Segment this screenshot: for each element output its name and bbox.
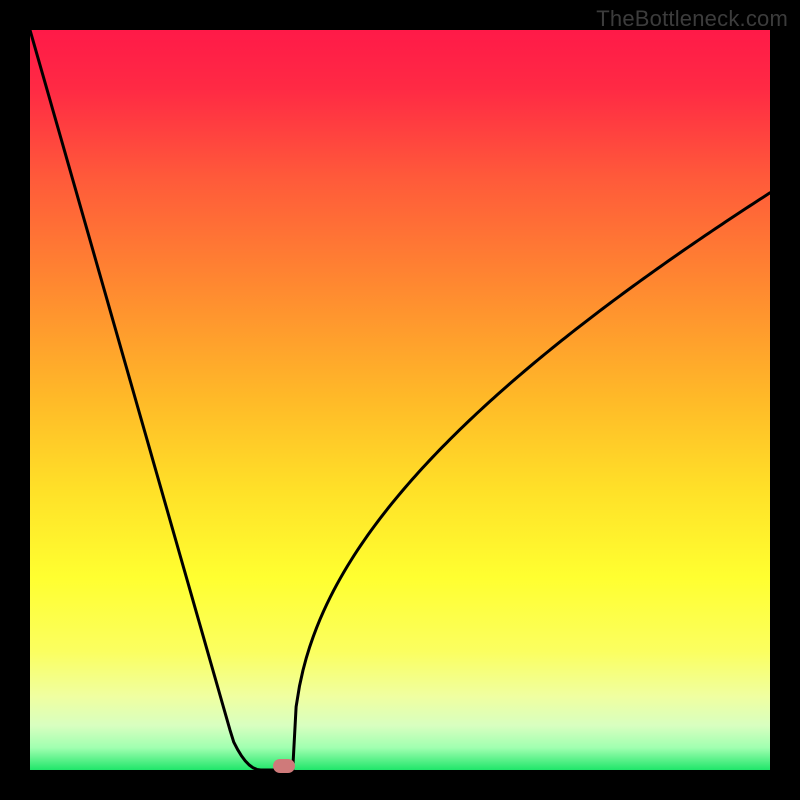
- optimum-marker: [273, 759, 295, 773]
- watermark-label: TheBottleneck.com: [596, 6, 788, 32]
- chart-stage: TheBottleneck.com: [0, 0, 800, 800]
- plot-background: [30, 30, 770, 770]
